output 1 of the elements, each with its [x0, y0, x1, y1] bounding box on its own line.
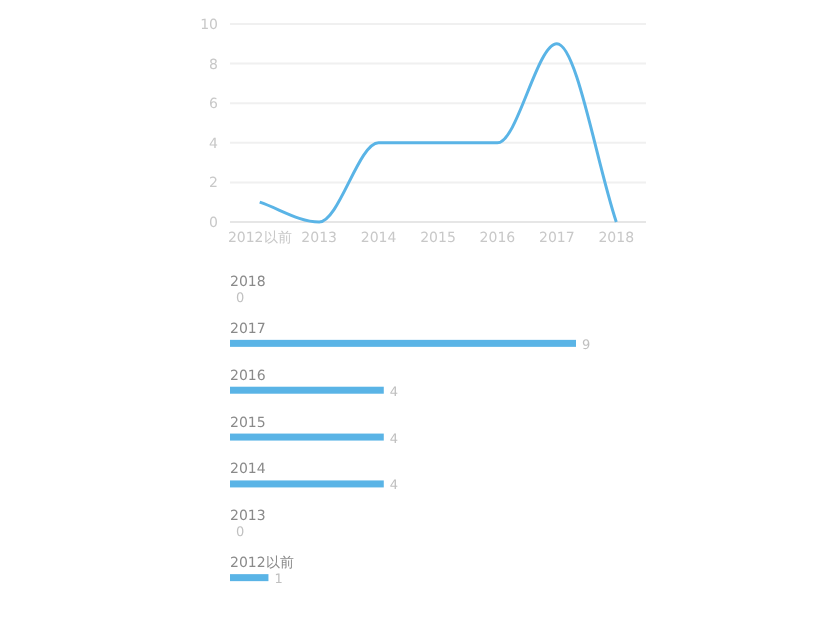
line-series — [258, 42, 618, 224]
